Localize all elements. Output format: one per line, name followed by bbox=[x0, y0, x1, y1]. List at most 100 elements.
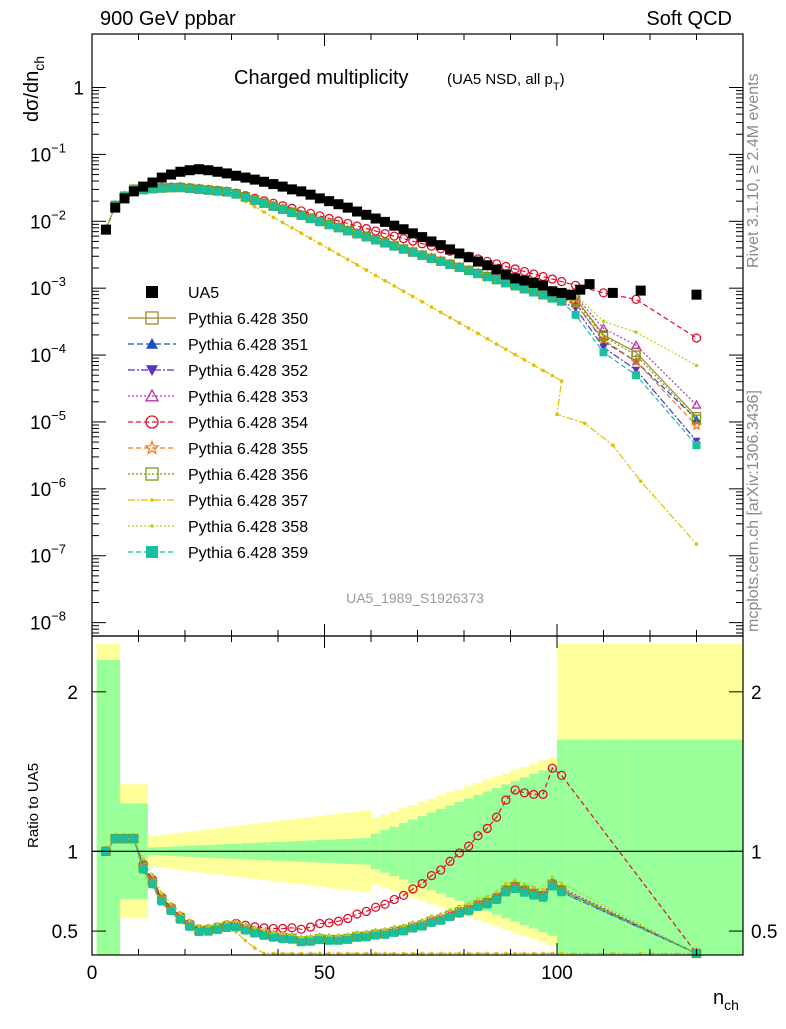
mc-point bbox=[598, 323, 609, 333]
data-point bbox=[184, 165, 195, 176]
ratio-point bbox=[213, 925, 222, 934]
ratio-point bbox=[252, 925, 257, 930]
ratio-point bbox=[392, 925, 397, 929]
mc-point bbox=[299, 231, 304, 235]
mc-point bbox=[392, 284, 397, 288]
mc-point bbox=[522, 358, 527, 362]
mc-point bbox=[583, 421, 587, 426]
band-green bbox=[584, 739, 602, 955]
mc-line bbox=[105, 186, 697, 420]
ratio-point bbox=[185, 922, 194, 931]
ratio-point bbox=[178, 911, 183, 915]
mc-point bbox=[559, 379, 564, 383]
ratio-point bbox=[457, 904, 462, 909]
mc-point bbox=[547, 274, 557, 284]
ratio-point bbox=[204, 927, 213, 936]
data-point bbox=[193, 164, 204, 175]
y-tick-label: 10−7 bbox=[30, 542, 66, 568]
ratio-point bbox=[429, 951, 434, 956]
ratio-point bbox=[436, 916, 445, 925]
y-tick-label: 10−1 bbox=[30, 140, 66, 166]
ratio-point bbox=[324, 918, 334, 928]
mc-point bbox=[571, 310, 580, 319]
mc-point bbox=[492, 276, 501, 285]
data-point bbox=[361, 209, 372, 220]
ratio-point bbox=[225, 920, 229, 924]
data-point bbox=[556, 287, 567, 298]
ratio-point bbox=[287, 923, 297, 933]
ratio-point bbox=[280, 951, 285, 956]
mc-point bbox=[457, 321, 462, 325]
ratio-point bbox=[494, 890, 499, 894]
band-green bbox=[566, 739, 576, 955]
ratio-point bbox=[280, 931, 285, 936]
mc-point bbox=[464, 266, 473, 275]
data-point bbox=[138, 181, 149, 192]
ratio-point bbox=[327, 951, 331, 956]
ratio-point bbox=[215, 922, 220, 926]
ratio-point bbox=[389, 894, 399, 905]
ratio-point bbox=[373, 928, 378, 932]
ratio-point bbox=[243, 922, 248, 927]
ratio-point bbox=[531, 951, 536, 956]
ratio-point bbox=[485, 894, 490, 899]
data-point bbox=[519, 275, 530, 286]
legend-marker bbox=[144, 388, 160, 402]
mc-point bbox=[280, 220, 285, 225]
data-point bbox=[147, 177, 158, 188]
ratio-point bbox=[504, 881, 508, 886]
ratio-point bbox=[390, 928, 399, 937]
data-point bbox=[547, 286, 558, 297]
ratio-point bbox=[297, 938, 306, 947]
ratio-point bbox=[638, 951, 643, 956]
mc-point bbox=[232, 190, 241, 199]
mc-point bbox=[167, 184, 176, 193]
ratio-point bbox=[352, 909, 362, 919]
mc-point bbox=[287, 208, 296, 217]
ratio-point bbox=[243, 938, 248, 943]
ratio-point bbox=[290, 951, 294, 956]
mc-point bbox=[390, 242, 399, 251]
ratio-point bbox=[420, 951, 424, 956]
mc-point bbox=[213, 187, 222, 196]
mc-point bbox=[373, 273, 378, 278]
mc-point bbox=[420, 299, 424, 304]
band-green bbox=[668, 739, 743, 955]
mc-point bbox=[691, 399, 702, 409]
ratio-point bbox=[541, 951, 545, 956]
ratio-point bbox=[150, 873, 155, 877]
data-point bbox=[333, 199, 344, 210]
ratio-point bbox=[492, 896, 501, 905]
mc-point bbox=[418, 251, 427, 260]
ratio-point bbox=[482, 823, 492, 834]
ratio-point bbox=[559, 951, 564, 956]
data-point bbox=[510, 273, 521, 284]
chart-subtitle: (UA5 NSD, all pT) bbox=[447, 71, 565, 93]
header-left: 900 GeV ppbar bbox=[100, 8, 236, 30]
ratio-point bbox=[167, 907, 176, 916]
main-plot bbox=[100, 164, 703, 546]
ratio-point bbox=[315, 936, 324, 945]
ratio-point bbox=[483, 900, 492, 909]
mc-point bbox=[389, 231, 399, 241]
ratio-point bbox=[290, 932, 294, 937]
ratio-point bbox=[466, 902, 471, 906]
data-point bbox=[259, 176, 270, 187]
mc-point bbox=[601, 319, 606, 324]
ratio-point bbox=[550, 951, 555, 956]
mc-point bbox=[241, 193, 250, 202]
ratio-tick-label-left: 1 bbox=[67, 842, 78, 863]
ratio-point bbox=[539, 893, 548, 902]
ratio-point bbox=[418, 922, 427, 931]
ratio-point bbox=[129, 834, 138, 843]
ratio-point bbox=[296, 924, 306, 934]
data-point bbox=[407, 228, 418, 239]
mc-point bbox=[692, 441, 701, 450]
mc-point bbox=[315, 218, 324, 227]
data-point bbox=[565, 289, 576, 300]
ratio-point bbox=[541, 887, 545, 892]
data-point bbox=[575, 284, 586, 295]
ratio-point bbox=[513, 951, 517, 956]
chart-title: Charged multiplicity bbox=[234, 67, 409, 89]
